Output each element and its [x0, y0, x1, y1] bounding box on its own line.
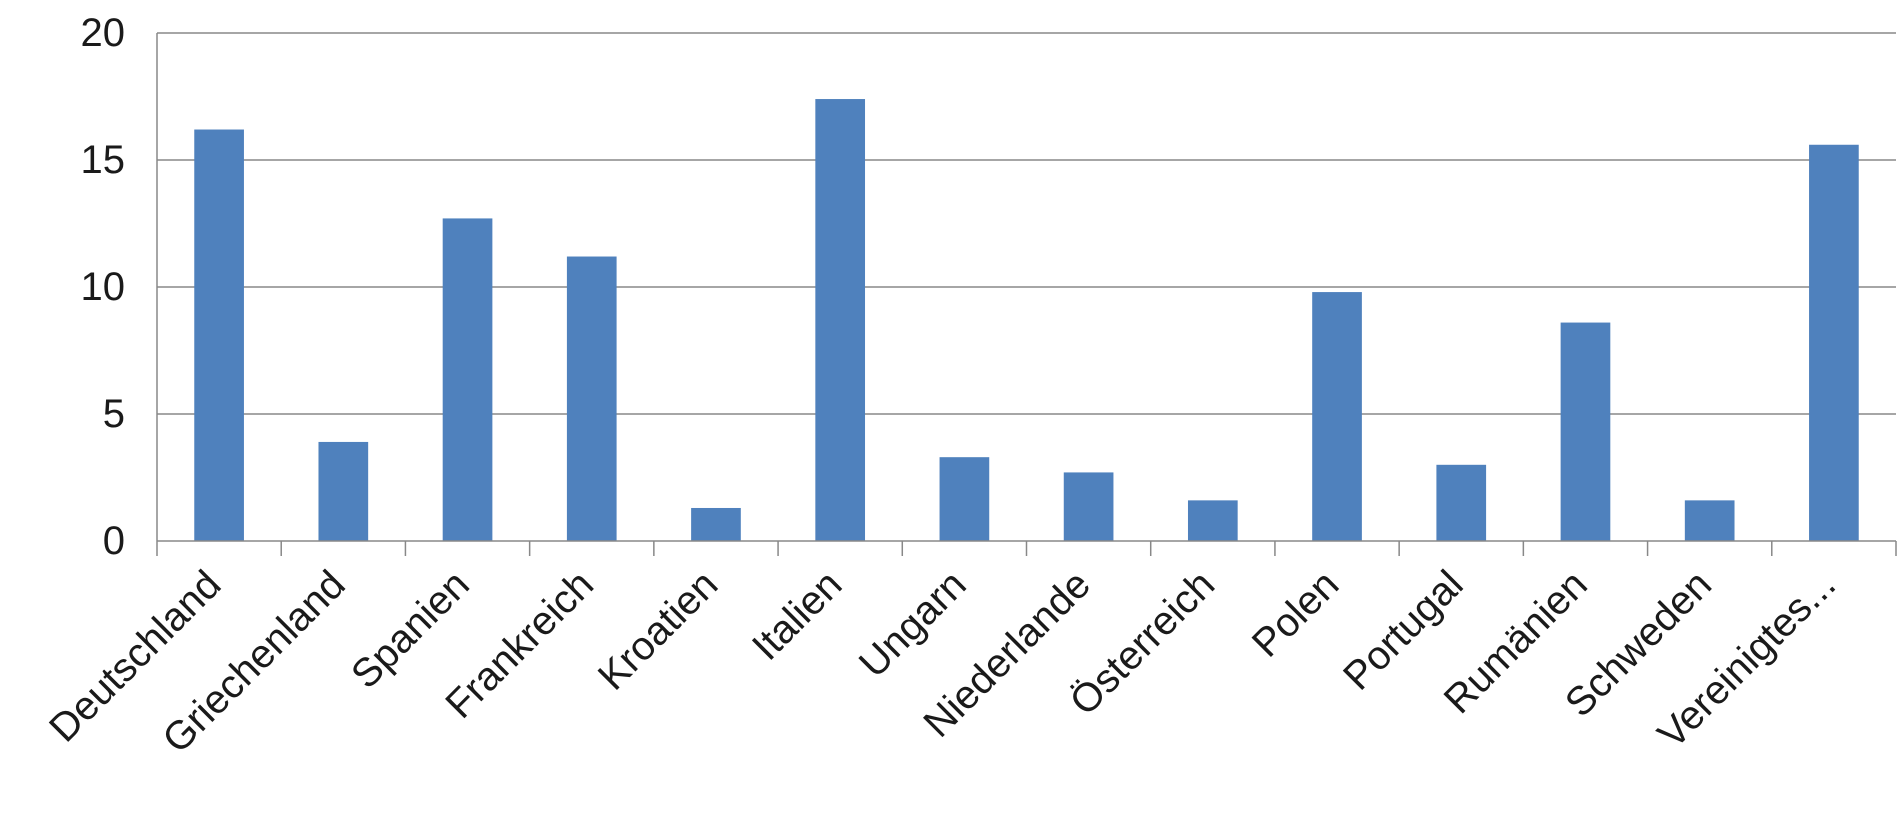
bar-5	[815, 99, 866, 541]
y-tick-label: 10	[81, 265, 126, 309]
y-tick-label: 15	[81, 138, 126, 182]
y-tick-label: 5	[103, 392, 125, 436]
bar-4	[691, 507, 741, 541]
axes	[156, 33, 1897, 556]
x-tick-label: Ungarn	[851, 562, 975, 686]
bar-11	[1560, 322, 1611, 541]
y-tick-label: 0	[103, 519, 125, 563]
x-tick-label: Kroatien	[590, 562, 726, 698]
bar-3	[566, 256, 617, 541]
bars	[194, 99, 1859, 542]
bar-9	[1312, 292, 1362, 541]
y-tick-label: 20	[81, 11, 126, 55]
bar-8	[1187, 500, 1238, 541]
bar-0	[194, 129, 244, 541]
bar-13	[1809, 144, 1859, 541]
bar-6	[939, 457, 990, 541]
y-tick-labels: 0 5 10 15 20	[81, 11, 126, 563]
bar-12	[1684, 500, 1735, 541]
bar-1	[318, 441, 369, 541]
bar-10	[1436, 464, 1487, 541]
gridlines	[157, 32, 1896, 415]
x-tick-labels: DeutschlandGriechenlandSpanienFrankreich…	[41, 562, 1844, 761]
x-tick-label: Polen	[1244, 562, 1347, 665]
bar-2	[442, 218, 493, 542]
bar-7	[1063, 472, 1114, 541]
x-tick-label: Italien	[744, 562, 851, 669]
